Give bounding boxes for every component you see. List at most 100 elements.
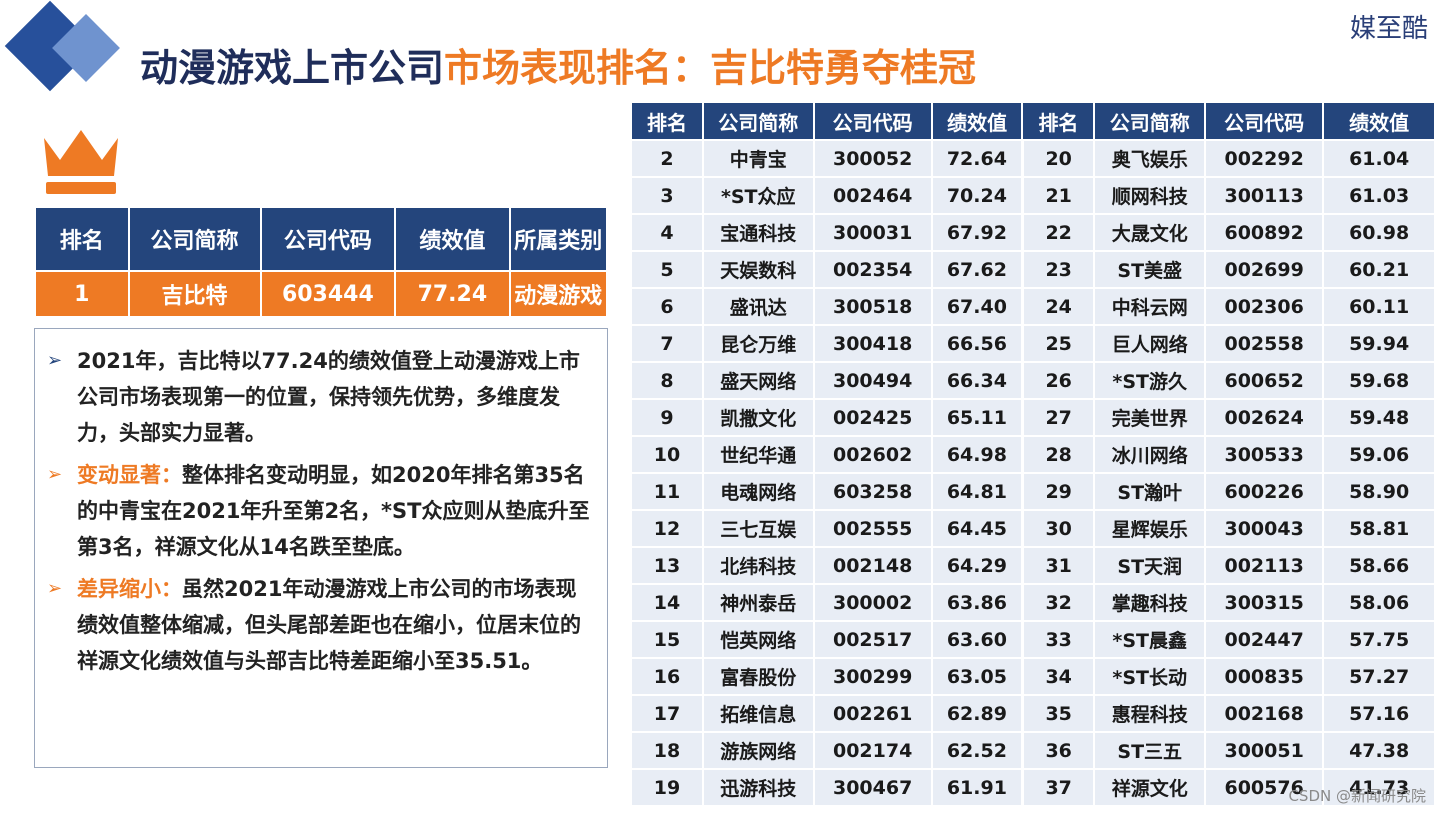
ranking-cell: 32 (1021, 583, 1096, 622)
ranking-cell: 64.45 (930, 509, 1024, 548)
paragraph-label: 差异缩小： (77, 577, 182, 601)
ranking-cell: 002624 (1204, 398, 1325, 437)
ranking-cell: 300002 (812, 583, 933, 622)
paragraph-body: 变动显著：整体排名变动明显，如2020年排名第35名的中青宝在2021年升至第2… (77, 457, 597, 565)
ranking-cell: 60.98 (1322, 213, 1436, 252)
ranking-cell: 29 (1021, 472, 1096, 511)
paragraph-body: 2021年，吉比特以77.24的绩效值登上动漫游戏上市公司市场表现第一的位置，保… (77, 343, 597, 451)
ranking-cell: 顺网科技 (1093, 176, 1207, 215)
ranking-header-cell: 排名 (1021, 101, 1096, 141)
table-row: 4 宝通科技 300031 67.92 22 大晟文化 600892 60.98 (630, 213, 1436, 252)
ranking-cell: 59.68 (1322, 361, 1436, 400)
ranking-cell: 33 (1021, 620, 1096, 659)
ranking-cell: 300518 (812, 287, 933, 326)
champion-table: 排名 公司简称 公司代码 绩效值 所属类别 1 吉比特 603444 77.24 动漫游戏 (34, 206, 609, 318)
ranking-cell: 34 (1021, 657, 1096, 696)
table-row: 16 富春股份 300299 63.05 34 *ST长动 000835 57.27 (630, 657, 1436, 696)
table-row: 5 天娱数科 002354 67.62 23 ST美盛 002699 60.21 (630, 250, 1436, 289)
ranking-cell: 15 (630, 620, 704, 659)
champion-cell: 1 (34, 270, 130, 318)
description-box: ➢ 2021年，吉比特以77.24的绩效值登上动漫游戏上市公司市场表现第一的位置，… (34, 328, 608, 768)
ranking-cell: 002148 (812, 546, 933, 585)
ranking-cell: 富春股份 (701, 657, 815, 696)
ranking-cell: 20 (1021, 139, 1096, 178)
ranking-cell: 大晟文化 (1093, 213, 1207, 252)
ranking-cell: 4 (630, 213, 704, 252)
ranking-cell: 002555 (812, 509, 933, 548)
ranking-cell: 昆仑万维 (701, 324, 815, 363)
ranking-header-cell: 公司简称 (701, 101, 815, 141)
ranking-cell: 300315 (1204, 583, 1325, 622)
ranking-cell: 300467 (812, 768, 933, 807)
ranking-cell: ST美盛 (1093, 250, 1207, 289)
ranking-cell: 掌趣科技 (1093, 583, 1207, 622)
ranking-cell: 冰川网络 (1093, 435, 1207, 474)
ranking-header-cell: 排名 (630, 101, 704, 141)
ranking-cell: 拓维信息 (701, 694, 815, 733)
ranking-cell: 24 (1021, 287, 1096, 326)
crown-icon (44, 130, 118, 194)
ranking-cell: 002558 (1204, 324, 1325, 363)
table-row: 19 迅游科技 300467 61.91 37 祥源文化 600576 41.73 (630, 768, 1436, 807)
table-row: 11 电魂网络 603258 64.81 29 ST瀚叶 600226 58.90 (630, 472, 1436, 511)
ranking-cell: 恺英网络 (701, 620, 815, 659)
ranking-cell: 002354 (812, 250, 933, 289)
ranking-cell: 31 (1021, 546, 1096, 585)
ranking-cell: 002261 (812, 694, 933, 733)
ranking-cell: ST天润 (1093, 546, 1207, 585)
ranking-cell: 游族网络 (701, 731, 815, 770)
ranking-cell: 完美世界 (1093, 398, 1207, 437)
ranking-cell: 宝通科技 (701, 213, 815, 252)
ranking-cell: 300043 (1204, 509, 1325, 548)
ranking-header-cell: 绩效值 (1322, 101, 1436, 141)
table-row: 8 盛天网络 300494 66.34 26 *ST游久 600652 59.68 (630, 361, 1436, 400)
ranking-cell: 65.11 (930, 398, 1024, 437)
ranking-cell: 35 (1021, 694, 1096, 733)
ranking-cell: 300533 (1204, 435, 1325, 474)
ranking-cell: 002292 (1204, 139, 1325, 178)
champion-header-cell: 绩效值 (394, 206, 511, 272)
ranking-cell: 000835 (1204, 657, 1325, 696)
ranking-cell: 67.62 (930, 250, 1024, 289)
ranking-cell: 21 (1021, 176, 1096, 215)
ranking-cell: 58.06 (1322, 583, 1436, 622)
ranking-table: 排名 公司简称 公司代码 绩效值 排名 公司简称 公司代码 绩效值 2 中青宝 300052 72.… (630, 101, 1436, 807)
ranking-cell: 64.29 (930, 546, 1024, 585)
ranking-cell: 002464 (812, 176, 933, 215)
champion-header-cell: 公司代码 (259, 206, 397, 272)
ranking-cell: 迅游科技 (701, 768, 815, 807)
ranking-cell: 7 (630, 324, 704, 363)
champion-header-cell: 公司简称 (127, 206, 262, 272)
table-row: 15 恺英网络 002517 63.60 33 *ST晨鑫 002447 57.75 (630, 620, 1436, 659)
ranking-cell: 电魂网络 (701, 472, 815, 511)
ranking-cell: 23 (1021, 250, 1096, 289)
ranking-cell: 70.24 (930, 176, 1024, 215)
ranking-cell: 凯撒文化 (701, 398, 815, 437)
ranking-cell: 57.16 (1322, 694, 1436, 733)
ranking-cell: 59.48 (1322, 398, 1436, 437)
ranking-cell: 47.38 (1322, 731, 1436, 770)
ranking-cell: 002174 (812, 731, 933, 770)
ranking-cell: 3 (630, 176, 704, 215)
ranking-header-cell: 绩效值 (930, 101, 1024, 141)
ranking-cell: 66.34 (930, 361, 1024, 400)
ranking-cell: 58.66 (1322, 546, 1436, 585)
ranking-cell: 6 (630, 287, 704, 326)
ranking-cell: 002517 (812, 620, 933, 659)
ranking-cell: 27 (1021, 398, 1096, 437)
ranking-cell: 盛讯达 (701, 287, 815, 326)
ranking-cell: 002306 (1204, 287, 1325, 326)
ranking-cell: 002447 (1204, 620, 1325, 659)
ranking-cell: 002113 (1204, 546, 1325, 585)
table-row: 9 凯撒文化 002425 65.11 27 完美世界 002624 59.48 (630, 398, 1436, 437)
ranking-cell: 巨人网络 (1093, 324, 1207, 363)
ranking-cell: ST三五 (1093, 731, 1207, 770)
table-row: 2 中青宝 300052 72.64 20 奥飞娱乐 002292 61.04 (630, 139, 1436, 178)
ranking-cell: 300113 (1204, 176, 1325, 215)
description-paragraph: ➢ 2021年，吉比特以77.24的绩效值登上动漫游戏上市公司市场表现第一的位置，… (47, 343, 597, 451)
ranking-cell: 603258 (812, 472, 933, 511)
ranking-cell: 2 (630, 139, 704, 178)
ranking-cell: 30 (1021, 509, 1096, 548)
ranking-cell: *ST长动 (1093, 657, 1207, 696)
ranking-table-header: 排名 公司简称 公司代码 绩效值 排名 公司简称 公司代码 绩效值 (630, 101, 1436, 141)
